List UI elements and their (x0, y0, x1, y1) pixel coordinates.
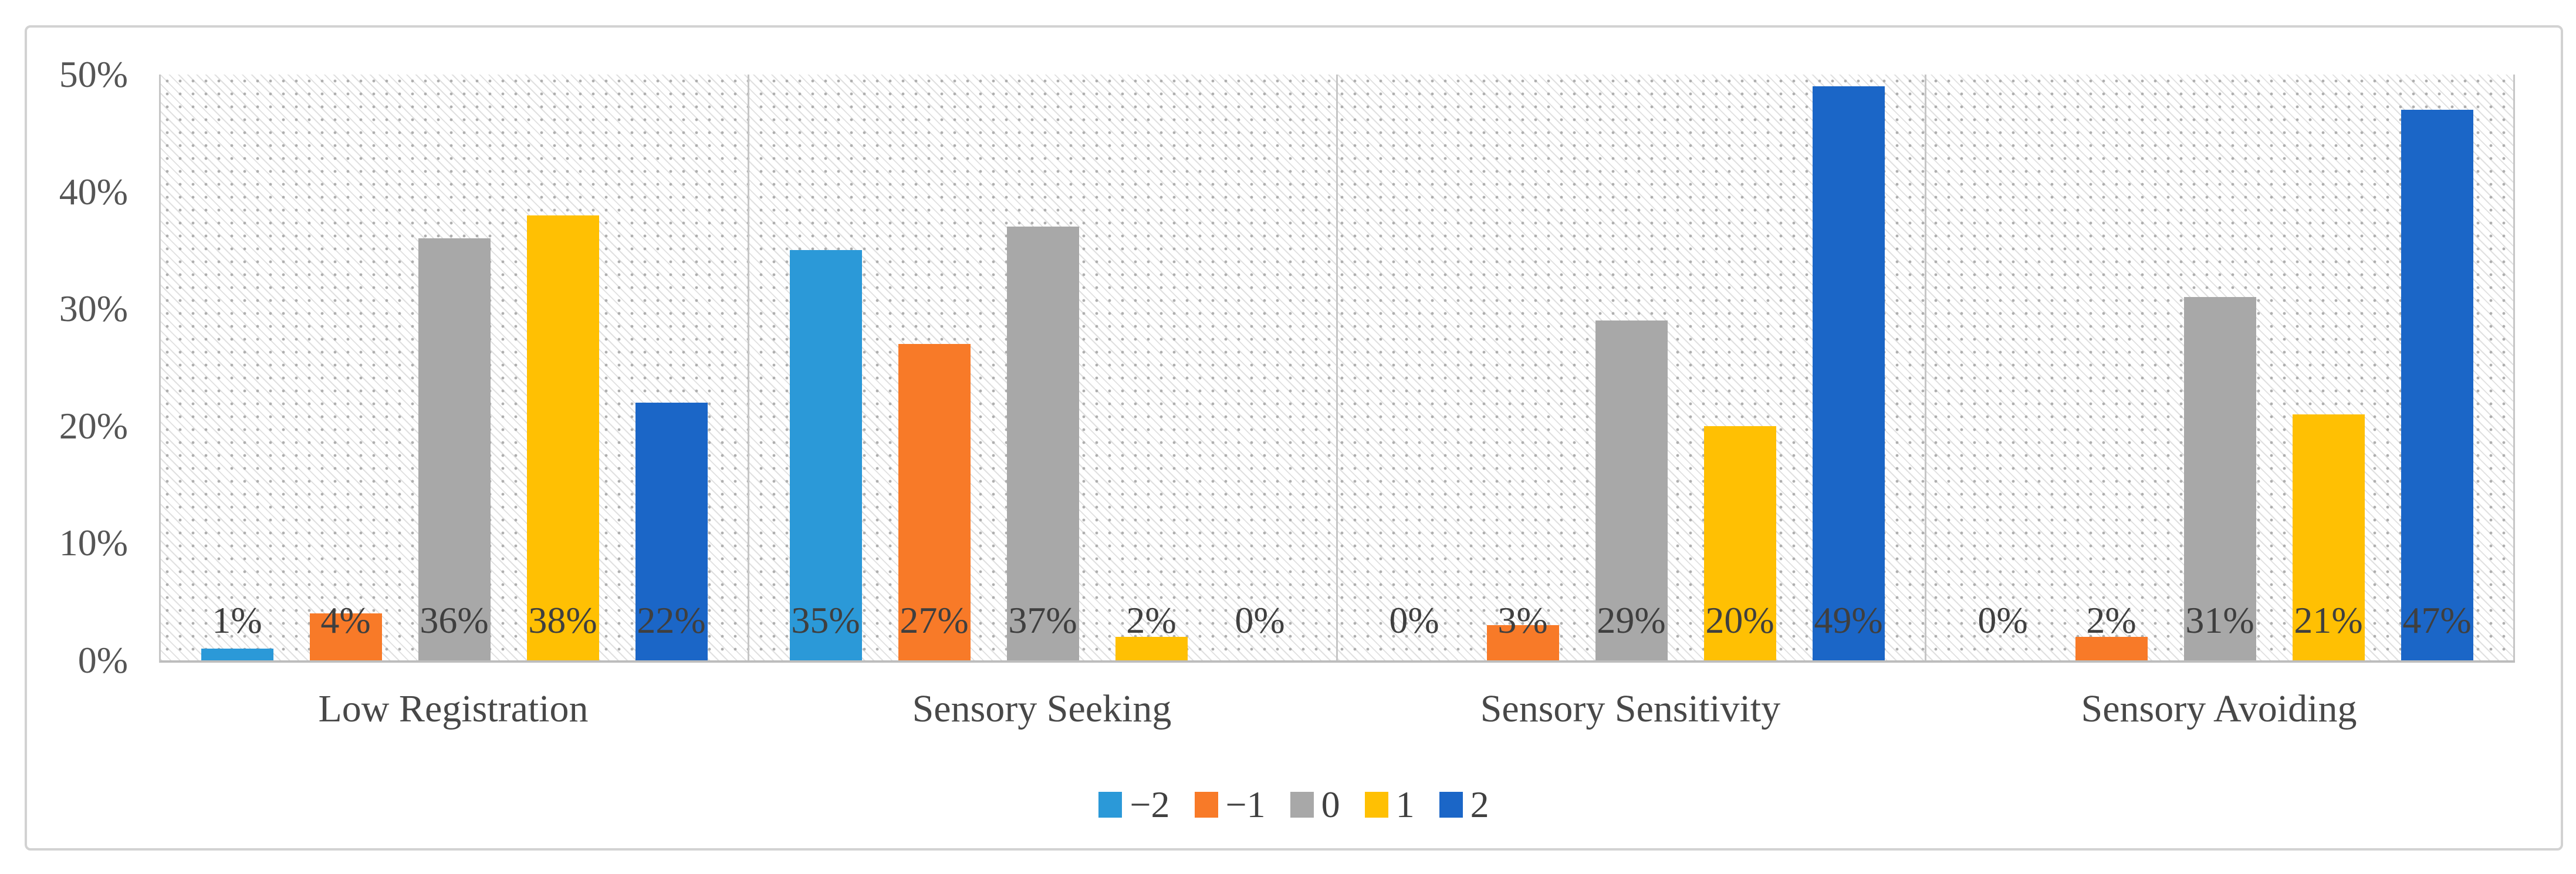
bar-data-label: 29% (1597, 599, 1666, 641)
bar-data-label: 2% (1126, 599, 1177, 641)
plot-area: 1% 4% 36% 38% 22% 35% 27% 37% 2% 0% 0% 3% 29% 20% 49% 0… (159, 75, 2515, 663)
legend-swatch (1098, 792, 1123, 818)
legend-label: 2 (1470, 784, 1489, 825)
bar (2183, 297, 2256, 660)
y-axis: 0% 10% 20% 30% 40% 50% (27, 56, 151, 679)
bar-data-label: 38% (528, 599, 597, 641)
bar (1812, 86, 1885, 660)
legend-label: 1 (1395, 784, 1415, 825)
bar-data-label: 36% (420, 599, 489, 641)
category-panel: 0% 3% 29% 20% 49% (1338, 75, 1926, 660)
bar (898, 344, 971, 660)
bar-data-label: 47% (2402, 599, 2472, 641)
bar-data-label: 0% (1977, 599, 2028, 641)
bar-slot: 0% (1224, 75, 1296, 660)
y-axis-tick-label: 10% (59, 522, 128, 564)
legend-label: −2 (1130, 784, 1170, 825)
bar (1006, 227, 1079, 660)
bar-slot: 2% (1115, 75, 1188, 660)
legend-label: 0 (1321, 784, 1340, 825)
bar-data-label: 0% (1389, 599, 1439, 641)
bar (635, 402, 708, 660)
bar-slot: 3% (1486, 75, 1559, 660)
bar (2401, 109, 2473, 660)
legend-item: 1 (1364, 784, 1415, 825)
y-axis-tick-label: 30% (59, 288, 128, 330)
bar-slot: 31% (2183, 75, 2256, 660)
bar (1703, 426, 1776, 660)
bar-slot: 21% (2292, 75, 2365, 660)
bar-data-label: 37% (1008, 599, 1077, 641)
bar-slot: 0% (1967, 75, 2039, 660)
legend-label: −1 (1225, 784, 1266, 825)
bar-slot: 38% (526, 75, 599, 660)
bar (1486, 625, 1559, 660)
bar (2292, 414, 2365, 660)
bar (789, 250, 862, 660)
legend-item: 2 (1439, 786, 1489, 824)
bar (201, 649, 273, 660)
x-axis-category-label: Sensory Sensitivity (1480, 687, 1781, 730)
bar-data-label: 3% (1497, 599, 1548, 641)
category-panel: 1% 4% 36% 38% 22% (161, 75, 749, 660)
bar-slot: 20% (1703, 75, 1776, 660)
legend-swatch (1364, 792, 1388, 818)
bar-slot: 37% (1006, 75, 1079, 660)
category-panel: 35% 27% 37% 2% 0% (749, 75, 1338, 660)
legend-item: −2 (1098, 784, 1170, 825)
bar (1115, 637, 1188, 660)
bar-data-label: 22% (637, 599, 706, 641)
bar-slot: 22% (635, 75, 708, 660)
bar (526, 215, 599, 660)
bar-data-label: 35% (791, 599, 860, 641)
legend: −2 −1 0 1 2 (27, 786, 2561, 824)
legend-swatch (1194, 792, 1218, 818)
bar-slot: 35% (789, 75, 862, 660)
legend-item: 0 (1290, 786, 1340, 824)
bar-data-label: 2% (2086, 599, 2136, 641)
bar-slot: 27% (898, 75, 971, 660)
bar-slot: 4% (309, 75, 382, 660)
bar-data-label: 27% (900, 599, 969, 641)
bar-data-label: 1% (212, 599, 262, 641)
bar (309, 613, 382, 660)
category-panel: 0% 2% 31% 21% 47% (1926, 75, 2515, 660)
bar-data-label: 21% (2294, 599, 2363, 641)
bar-slot: 1% (201, 75, 273, 660)
bar-data-label: 4% (320, 599, 371, 641)
legend-item: −1 (1194, 784, 1266, 825)
legend-swatch (1439, 792, 1463, 818)
y-axis-tick-label: 20% (59, 404, 128, 447)
bar-data-label: 20% (1705, 599, 1774, 641)
x-axis-category-label: Sensory Avoiding (2081, 687, 2357, 730)
x-axis-category-label: Low Registration (318, 687, 589, 730)
x-axis: Low Registration Sensory Seeking Sensory S… (159, 690, 2513, 737)
bar-slot: 49% (1812, 75, 1885, 660)
x-axis-category-label: Sensory Seeking (912, 687, 1172, 730)
bar (418, 238, 491, 660)
bar-slot: 36% (418, 75, 491, 660)
bar-slot: 2% (2075, 75, 2148, 660)
y-axis-tick-label: 0% (77, 639, 128, 681)
y-axis-tick-label: 50% (59, 53, 128, 95)
y-axis-tick-label: 40% (59, 170, 128, 212)
bar-slot: 0% (1378, 75, 1451, 660)
bar (1595, 320, 1668, 660)
bar-data-label: 0% (1235, 599, 1285, 641)
bar-slot: 29% (1595, 75, 1668, 660)
bar-data-label: 49% (1814, 599, 1883, 641)
legend-swatch (1290, 792, 1314, 818)
bar (2075, 637, 2148, 660)
bar-slot: 47% (2401, 75, 2473, 660)
bar-data-label: 31% (2185, 599, 2254, 641)
chart-frame: 0% 10% 20% 30% 40% 50% 1% 4% 36% 38% 22% 35% 27% 37%… (25, 25, 2563, 851)
